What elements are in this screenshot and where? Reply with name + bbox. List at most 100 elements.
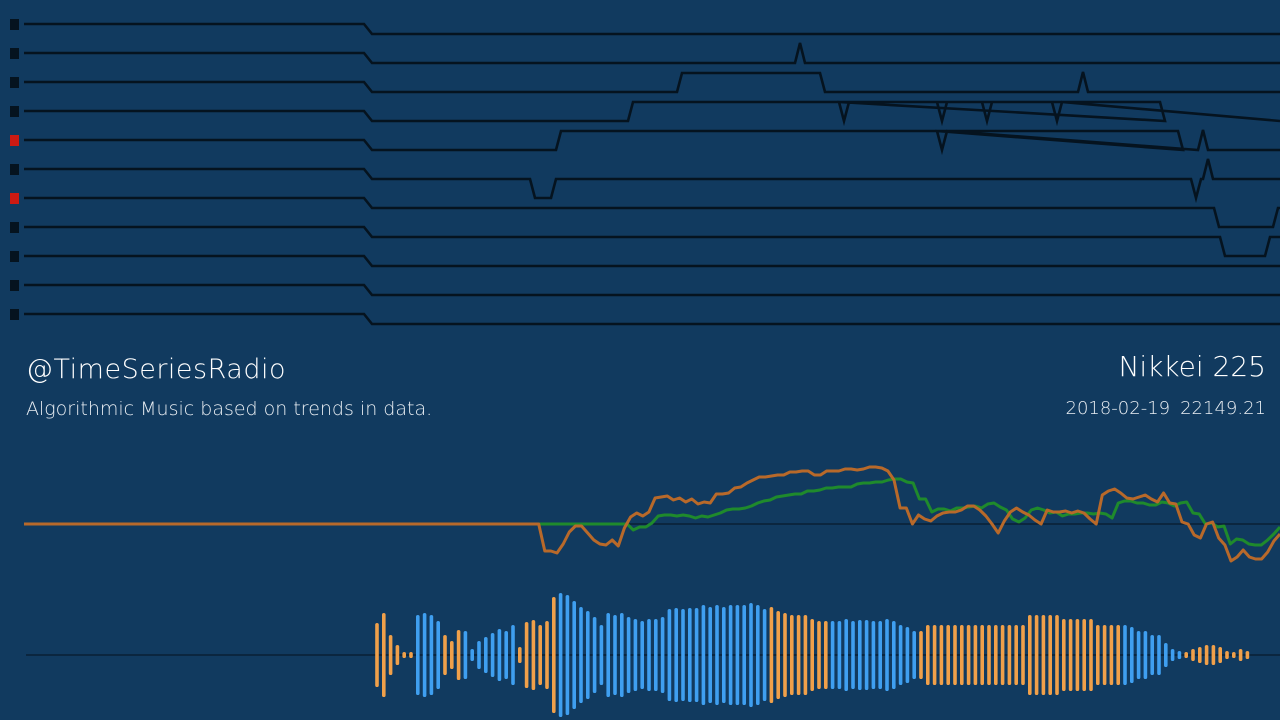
wave-bar — [395, 645, 400, 665]
wave-bar — [749, 603, 753, 707]
wave-bar — [633, 619, 638, 691]
wave-bar — [1096, 625, 1100, 685]
wave-bar — [1130, 627, 1134, 683]
wave-bar — [939, 625, 944, 685]
wave-bar — [558, 593, 563, 717]
wave-bar — [688, 608, 692, 702]
wave-bar — [484, 637, 488, 673]
wave-bar — [1143, 631, 1148, 679]
wave-bar — [450, 641, 454, 669]
wave-bar — [416, 615, 420, 695]
wave-bar — [531, 620, 536, 690]
wave-bar — [490, 633, 495, 677]
wave-bar — [524, 622, 529, 688]
wave-bar — [762, 609, 767, 701]
wave-bar — [776, 611, 780, 699]
wave-bar — [1000, 625, 1005, 685]
wave-bar — [851, 621, 855, 689]
lane-marker-6 — [10, 193, 19, 204]
wave-bar — [640, 621, 644, 689]
wave-bar — [919, 631, 923, 679]
wave-bar — [463, 631, 468, 679]
wave-bar — [1225, 651, 1229, 659]
wave-bar — [783, 613, 787, 697]
average-line — [24, 477, 1280, 547]
wave-bar — [905, 627, 910, 683]
wave-bar — [456, 630, 461, 680]
wave-bar — [735, 605, 740, 705]
wave-bar — [837, 621, 842, 689]
wave-bar — [722, 607, 726, 703]
wave-bar — [429, 615, 434, 695]
wave-bar — [994, 625, 998, 685]
wave-bar — [1082, 619, 1086, 691]
wave-bar — [769, 607, 774, 703]
wave-bar — [1245, 651, 1250, 659]
wave-bar — [1136, 631, 1141, 679]
wave-bar — [504, 631, 508, 679]
series-value: 22149.21 — [1180, 398, 1266, 419]
wave-bar — [382, 613, 386, 697]
lane-line-4 — [24, 129, 1280, 156]
lane-line-8 — [24, 254, 1280, 268]
wave-bar — [810, 619, 814, 691]
lane-line-7 — [24, 225, 1280, 258]
wave-bar — [422, 613, 427, 697]
series-name: Nikkei 225 — [1118, 350, 1266, 383]
wave-bar — [1191, 649, 1195, 661]
wave-bar — [966, 625, 971, 685]
wave-bar — [980, 625, 984, 685]
wave-bar — [606, 613, 610, 697]
wave-bar — [858, 620, 862, 690]
trend-chart — [24, 465, 1280, 563]
wave-bar — [701, 605, 706, 705]
channel-handle[interactable]: @TimeSeriesRadio — [26, 354, 286, 385]
wave-bar — [599, 625, 604, 685]
wave-bar — [667, 609, 672, 701]
channel-tagline: Algorithmic Music based on trends in dat… — [26, 398, 433, 420]
wave-bar — [1232, 652, 1236, 658]
wave-bar — [626, 617, 631, 693]
wave-bar — [830, 621, 835, 689]
wave-bar — [436, 621, 440, 689]
wave-bar — [518, 647, 522, 663]
wave-bar — [1157, 635, 1161, 675]
lane-line-0 — [24, 22, 1280, 36]
wave-bar — [1184, 652, 1188, 658]
wave-bar — [878, 621, 882, 689]
wave-bar — [1123, 625, 1127, 685]
wave-bar — [1048, 615, 1052, 695]
wave-bar — [1055, 615, 1059, 695]
wave-bar — [660, 617, 665, 693]
wave-bar — [1089, 619, 1093, 691]
wave-bar — [824, 621, 828, 689]
series-date: 2018-02-19 — [1065, 398, 1171, 419]
wave-bar — [898, 625, 903, 685]
lane-marker-4 — [10, 135, 19, 146]
wave-bar — [1014, 625, 1018, 685]
wave-bar — [545, 621, 549, 689]
lane-line-3 — [24, 100, 1280, 127]
wave-bar — [885, 619, 889, 691]
wave-bar — [1034, 615, 1039, 695]
wave-bar — [511, 625, 515, 685]
lane-marker-2 — [10, 77, 19, 88]
wave-bar — [960, 625, 964, 685]
lane-line-1 — [24, 42, 1280, 65]
wave-bar — [1218, 647, 1222, 663]
lane-marker-8 — [10, 251, 19, 262]
wave-bar — [552, 597, 556, 713]
lane-marker-7 — [10, 222, 19, 233]
wave-bar — [613, 615, 617, 695]
wave-bar — [926, 625, 930, 685]
wave-bar — [443, 635, 447, 675]
wave-bar — [728, 605, 733, 705]
wave-bar — [477, 641, 481, 669]
wave-bar — [694, 608, 699, 702]
wave-bar — [572, 601, 576, 709]
waveform-chart — [26, 593, 1280, 717]
note-lanes — [10, 19, 1280, 326]
wave-bar — [579, 607, 583, 703]
wave-bar — [1204, 645, 1209, 665]
